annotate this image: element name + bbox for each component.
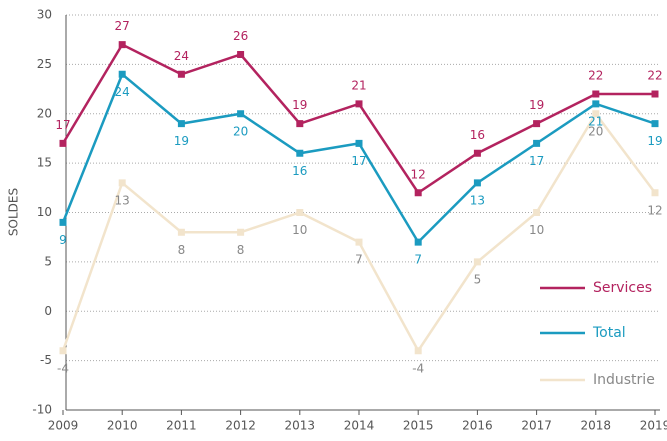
point-marker	[355, 139, 363, 147]
data-label: 19	[529, 98, 544, 112]
data-label: 17	[55, 118, 70, 132]
point-marker	[533, 120, 541, 128]
data-label: 24	[115, 85, 130, 99]
point-marker	[296, 149, 304, 157]
y-tick-label: 15	[37, 156, 52, 170]
y-tick-label: 25	[37, 57, 52, 71]
data-label: 26	[233, 29, 248, 43]
point-marker	[59, 347, 67, 355]
data-label: -4	[57, 361, 69, 375]
data-label: -4	[412, 361, 424, 375]
x-tick-label: 2017	[521, 419, 552, 433]
x-tick-label: 2010	[107, 419, 138, 433]
point-marker	[118, 41, 126, 49]
series-line	[61, 42, 655, 195]
data-label: 9	[59, 233, 67, 247]
point-marker	[118, 70, 126, 78]
data-label: 12	[647, 203, 662, 217]
data-label: 12	[411, 167, 426, 181]
point-marker	[533, 209, 541, 216]
point-marker	[651, 120, 659, 128]
y-tick-label: 30	[37, 8, 52, 22]
legend-label: Total	[592, 325, 626, 341]
x-tick-label: 2016	[462, 419, 493, 433]
data-label: 27	[115, 19, 130, 33]
series-line	[61, 111, 657, 354]
data-label: 19	[292, 98, 307, 112]
data-label: 17	[529, 154, 544, 168]
point-marker	[414, 347, 422, 355]
point-marker	[296, 209, 304, 216]
data-label: 22	[647, 69, 662, 83]
point-marker	[414, 189, 422, 197]
x-tick-label: 2018	[581, 419, 612, 433]
x-tick-label: 2015	[403, 419, 434, 433]
point-marker	[473, 258, 481, 266]
data-label: 21	[351, 78, 366, 92]
y-tick-label: 10	[37, 205, 52, 219]
y-tick-label: 0	[44, 304, 52, 318]
data-label: 5	[474, 272, 482, 286]
point-marker	[59, 139, 67, 147]
data-label: 20	[233, 124, 248, 138]
y-tick-label: -5	[40, 353, 52, 367]
data-label: 10	[292, 223, 307, 237]
point-marker	[651, 90, 659, 98]
data-label: 13	[470, 193, 485, 207]
point-marker	[533, 139, 541, 147]
point-marker	[177, 228, 185, 236]
x-tick-label: 2014	[344, 419, 375, 433]
data-label: 13	[115, 193, 130, 207]
point-marker	[414, 238, 422, 246]
data-label: 8	[178, 243, 186, 257]
y-tick-label: 20	[37, 106, 52, 120]
data-label: 7	[355, 253, 363, 267]
point-marker	[177, 70, 185, 78]
point-marker	[296, 120, 304, 128]
y-tick-label: -10	[32, 403, 52, 417]
data-label: 19	[647, 134, 662, 148]
data-label: 22	[588, 69, 603, 83]
data-label: 8	[237, 243, 245, 257]
data-label: 20	[588, 124, 603, 138]
data-label: 10	[529, 223, 544, 237]
point-marker	[651, 189, 659, 197]
point-marker	[237, 51, 245, 58]
point-marker	[118, 179, 126, 187]
point-marker	[592, 90, 600, 98]
point-marker	[177, 120, 185, 128]
x-tick-label: 2009	[48, 419, 79, 433]
data-label: 24	[174, 49, 189, 63]
legend-label: Industrie	[593, 372, 655, 388]
y-tick-label: 5	[44, 254, 52, 268]
x-tick-label: 2011	[166, 419, 197, 433]
x-tick-label: 2013	[285, 419, 316, 433]
point-marker	[473, 149, 481, 157]
point-marker	[473, 179, 481, 187]
point-marker	[592, 100, 600, 108]
data-label: 19	[174, 134, 189, 148]
point-marker	[59, 218, 67, 226]
data-label: 7	[414, 253, 422, 267]
data-label: 17	[351, 154, 366, 168]
y-axis-label: SOLDES	[7, 188, 21, 236]
legend-label: Services	[593, 280, 652, 296]
x-tick-label: 2019	[640, 419, 667, 433]
point-marker	[355, 238, 363, 246]
point-marker	[237, 110, 245, 118]
point-marker	[355, 100, 363, 108]
data-label: 16	[292, 164, 307, 178]
point-marker	[592, 110, 600, 118]
point-marker	[237, 228, 245, 236]
data-label: 21	[588, 114, 603, 128]
x-tick-label: 2012	[225, 419, 256, 433]
data-label: 16	[470, 128, 485, 142]
